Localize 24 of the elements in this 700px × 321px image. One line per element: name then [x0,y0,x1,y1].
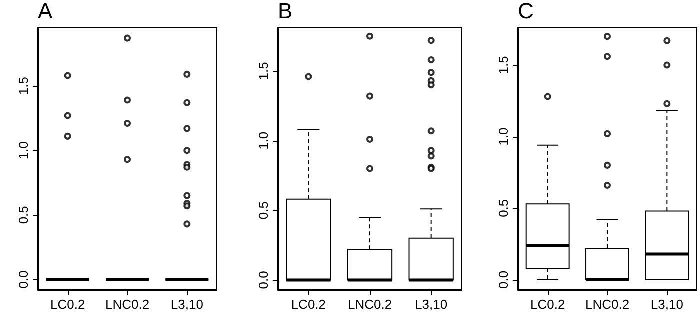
y-tick-label: 0.5 [256,202,271,220]
x-tick-label: LNC0.2 [105,297,150,312]
y-tick-label: 1.0 [256,132,271,150]
x-tick-label: LNC0.2 [348,297,392,312]
x-tick-label: LC0.2 [291,297,326,312]
x-tick-label: LNC0.2 [585,297,630,312]
chart-title: B [278,0,293,24]
x-tick-label: L3,10 [650,297,684,312]
y-tick-label: 1.5 [496,56,511,74]
y-tick-label: 1.0 [16,142,31,160]
x-tick-label: LC0.2 [50,297,86,312]
y-tick-label: 1.5 [256,62,271,80]
y-tick-label: 1.5 [16,77,31,96]
chart-title: A [38,0,53,24]
x-tick-label: L3,10 [170,297,204,312]
y-tick-label: 0.5 [16,206,31,224]
y-tick-label: 1.0 [496,128,511,146]
x-tick-label: LC0.2 [530,297,566,312]
chart-title: C [518,0,534,24]
y-tick-label: 0.0 [496,270,511,290]
y-tick-label: 0.0 [16,270,31,289]
x-tick-label: L3,10 [415,297,448,312]
y-tick-label: 0.0 [256,271,271,290]
y-tick-label: 0.5 [496,199,511,218]
